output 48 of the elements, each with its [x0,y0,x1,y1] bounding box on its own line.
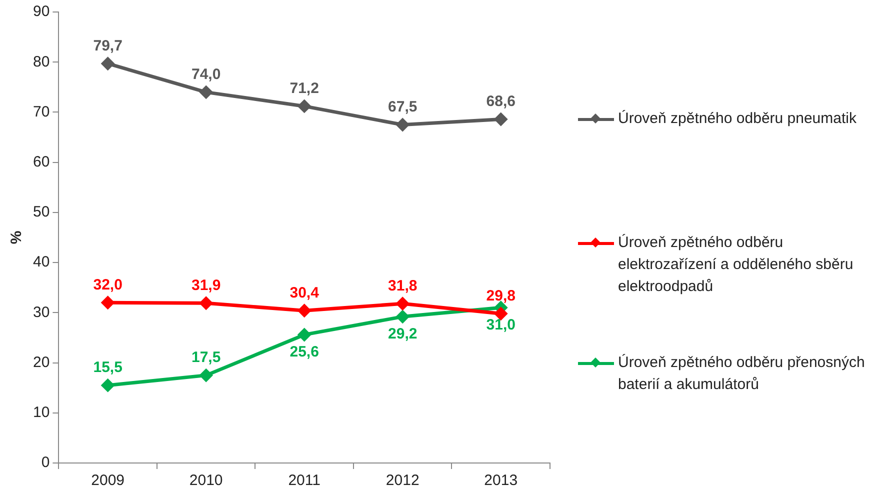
data-label: 79,7 [93,37,122,54]
y-tick-label: 20 [32,354,50,371]
data-label: 29,8 [486,287,516,304]
y-tick-label: 10 [32,404,50,422]
point [102,57,114,70]
legend-label: Úroveň zpětného odběru pneumatik [618,109,858,129]
point [102,379,114,392]
point [298,304,311,317]
data-label: 31,8 [388,277,418,294]
data-label: 17,5 [191,348,221,366]
point [494,112,508,126]
point [494,307,508,320]
legend-label: Úroveň zpětného odběru elektrozařízení a odděleného sběru elektroodpadů [618,233,854,297]
data-label: 74,0 [191,66,221,83]
x-tick-label: 2013 [484,472,518,490]
point [396,310,409,323]
y-tick-label: 60 [32,153,50,170]
data-label: 15,5 [93,358,122,376]
data-label: 31,9 [191,276,221,294]
y-tick-label: 0 [41,454,50,472]
point [102,296,114,309]
data-label: 68,6 [486,92,516,110]
point [396,297,409,310]
point [298,100,311,112]
x-tick-label: 2011 [288,472,320,490]
y-tick-label: 80 [32,53,50,70]
point [200,369,212,382]
point [396,118,409,131]
data-label: 71,2 [290,80,319,97]
point [200,296,212,310]
x-tick-label: 2009 [91,472,125,490]
x-tick-label: 2012 [386,472,420,490]
y-axis-title: % [8,230,26,244]
y-tick-label: 90 [32,3,50,20]
y-tick-label: 50 [32,204,50,221]
y-tick-label: 30 [32,304,50,321]
data-label: 32,0 [93,276,122,294]
data-label: 31,0 [486,316,516,334]
legend-label: Úroveň zpětného odběru přenosných baterií a akumulátorů [618,353,866,395]
x-tick-label: 2010 [189,472,223,490]
y-tick-label: 40 [32,254,50,271]
point [298,328,311,341]
data-label: 25,6 [290,343,319,360]
y-tick-label: 70 [32,103,50,120]
data-label: 29,2 [388,325,418,342]
data-label: 67,5 [388,98,418,116]
data-label: 30,4 [290,284,320,302]
point [200,86,212,98]
